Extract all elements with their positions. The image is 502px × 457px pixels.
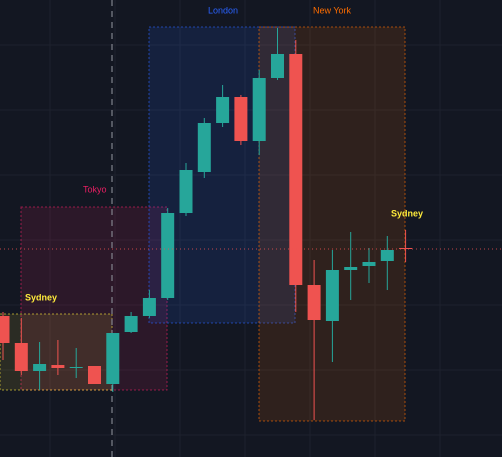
candle-body [325, 270, 339, 321]
candle-body [234, 97, 248, 141]
candle-body [197, 123, 211, 172]
candle-body [380, 250, 394, 261]
candle-body [216, 97, 230, 123]
session-labels: Sydney Tokyo London New York Sydney [25, 5, 423, 302]
candle-body [0, 316, 10, 343]
candle-body [307, 285, 321, 320]
candle-body [88, 366, 101, 384]
candle-body [289, 54, 303, 285]
candle-body [271, 54, 284, 78]
candle-body [399, 248, 413, 249]
candle-body [179, 170, 193, 213]
candle-body [124, 316, 138, 332]
session-label: Sydney [25, 292, 57, 302]
candle-body [344, 267, 358, 270]
candle-body [33, 364, 47, 371]
candle-body [51, 365, 65, 368]
session-box [20, 206, 168, 391]
candle-body [106, 333, 120, 384]
session-label: New York [313, 5, 352, 15]
candle-body [161, 213, 175, 298]
session-label: Sydney [391, 208, 423, 218]
session-label: Tokyo [83, 184, 107, 194]
candle-body [362, 262, 376, 266]
session-boxes [0, 26, 406, 422]
candle-body [252, 78, 266, 141]
candle-body [69, 367, 83, 368]
candle-body [14, 343, 28, 371]
candle-body [142, 298, 156, 316]
candles [0, 28, 502, 420]
session-label: London [208, 5, 238, 15]
